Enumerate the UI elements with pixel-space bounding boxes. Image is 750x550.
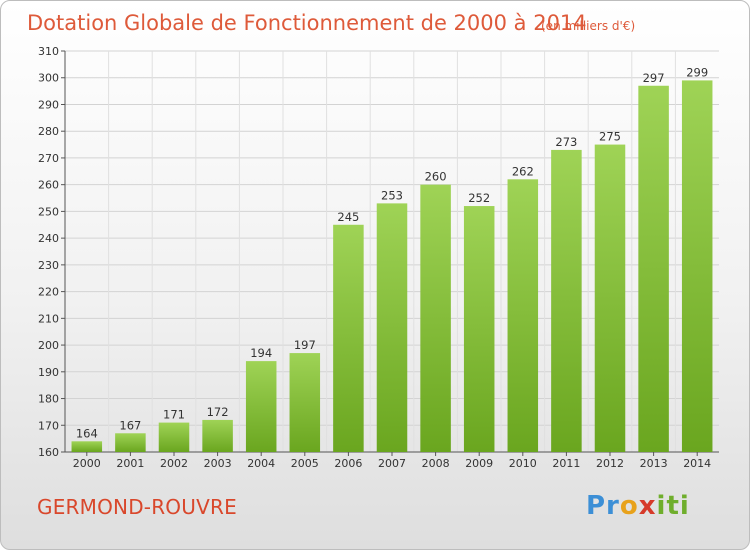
x-tick-label: 2002 [160, 457, 188, 470]
y-tick-label: 240 [38, 232, 59, 245]
y-tick-label: 190 [38, 366, 59, 379]
y-tick-label: 230 [38, 259, 59, 272]
bar [463, 206, 495, 452]
y-tick-label: 290 [38, 98, 59, 111]
bars [71, 80, 713, 453]
bar [71, 441, 103, 452]
x-tick-label: 2003 [204, 457, 232, 470]
bar [289, 353, 321, 452]
data-label: 262 [512, 164, 534, 178]
bar [681, 80, 713, 452]
chart-title: Dotation Globale de Fonctionnement de 20… [27, 11, 587, 35]
x-tick-label: 2005 [291, 457, 319, 470]
data-label: 164 [76, 426, 98, 440]
x-tick-label: 2006 [334, 457, 362, 470]
x-tick-label: 2004 [247, 457, 275, 470]
y-tick-label: 170 [38, 419, 59, 432]
data-label: 167 [119, 418, 141, 432]
y-tick-label: 270 [38, 152, 59, 165]
data-label: 299 [686, 65, 708, 79]
bar [551, 149, 582, 452]
bar [594, 144, 626, 453]
data-label: 297 [643, 71, 665, 85]
x-tick-label: 2009 [465, 457, 493, 470]
logo-part: x [638, 491, 657, 521]
bar [202, 419, 233, 452]
proxiti-logo: Proxiti [586, 491, 690, 521]
y-tick-label: 310 [38, 45, 59, 58]
bar [420, 184, 451, 452]
data-label: 273 [555, 135, 577, 149]
data-label: 171 [163, 408, 185, 422]
logo-part: iti [656, 491, 690, 521]
data-label: 253 [381, 188, 403, 202]
bar [245, 361, 277, 452]
bar [638, 85, 669, 453]
bar [507, 179, 539, 452]
commune-name: GERMOND-ROUVRE [37, 495, 237, 519]
y-tick-label: 160 [38, 446, 59, 459]
data-label: 260 [425, 170, 447, 184]
chart-subtitle: (en milliers d'€) [541, 19, 635, 33]
x-tick-label: 2008 [422, 457, 450, 470]
logo-part: Pr [586, 491, 620, 521]
data-label: 194 [250, 346, 272, 360]
data-label: 197 [294, 338, 316, 352]
data-label: 245 [337, 210, 359, 224]
y-tick-label: 260 [38, 179, 59, 192]
data-label: 172 [207, 405, 229, 419]
y-tick-label: 210 [38, 312, 59, 325]
logo-part: o [619, 491, 639, 521]
bar [115, 433, 146, 452]
data-label: 275 [599, 130, 621, 144]
data-labels: 164 167 171 172 194 197 245 253 260 252 262 273 275 2… [76, 65, 708, 440]
x-tick-label: 2013 [640, 457, 668, 470]
y-tick-label: 300 [38, 72, 59, 85]
y-tick-label: 220 [38, 286, 59, 299]
x-tick-label: 2001 [116, 457, 144, 470]
x-tick-label: 2012 [596, 457, 624, 470]
bar [376, 203, 408, 452]
data-label: 252 [468, 191, 490, 205]
y-tick-label: 200 [38, 339, 59, 352]
bar [158, 422, 190, 452]
x-tick-label: 2014 [683, 457, 711, 470]
x-tick-label: 2010 [509, 457, 537, 470]
x-tick-label: 2007 [378, 457, 406, 470]
y-tick-label: 250 [38, 205, 59, 218]
y-tick-label: 280 [38, 125, 59, 138]
bar [333, 224, 364, 452]
grid [65, 50, 719, 453]
x-tick-label: 2011 [552, 457, 580, 470]
x-tick-label: 2000 [73, 457, 101, 470]
y-tick-label: 180 [38, 393, 59, 406]
